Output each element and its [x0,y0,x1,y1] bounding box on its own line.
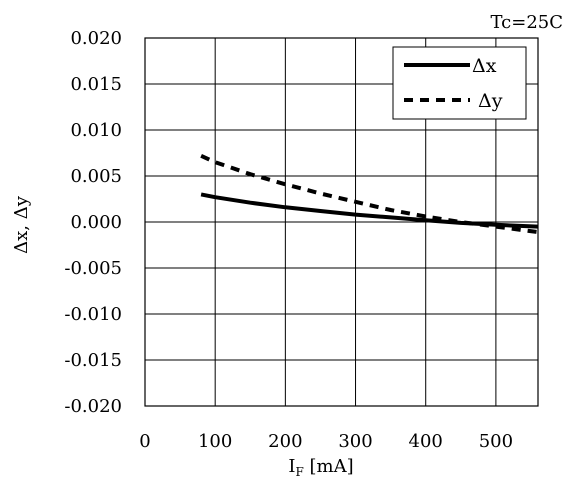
x-tick-label: 500 [479,431,513,452]
x-tick-labels: 0 100 200 300 400 500 [139,431,513,452]
x-axis-label-rest: [mA] [304,456,354,477]
legend-label-dy: Δy [478,90,503,112]
y-tick-label: -0.020 [64,396,122,417]
legend-label-dx: Δx [472,55,497,77]
y-tick-label: 0.020 [70,28,122,49]
x-tick-label: 0 [139,431,150,452]
series-layer [200,153,539,235]
plot-frame [144,37,539,407]
y-tick-labels: 0.020 0.015 0.010 0.005 0.000 -0.005 -0.010 -0.… [64,28,122,417]
annotation: Tc=25C [491,12,563,33]
x-tick-label: 400 [409,431,443,452]
y-tick-label: 0.015 [70,74,122,95]
x-axis-label: IF [mA] [288,456,353,479]
series-line-dy [200,153,539,235]
y-tick-label: 0.005 [70,166,122,187]
x-tick-label: 300 [338,431,372,452]
legend-box [392,46,527,120]
x-axis-label-sub: F [295,465,303,479]
y-tick-label: -0.005 [64,258,122,279]
x-axis-label-main: I [288,456,295,477]
y-axis-label: Δx, Δy [11,195,32,254]
x-tick-label: 200 [268,431,302,452]
y-tick-label: 0.000 [70,212,122,233]
grid [145,38,538,406]
y-tick-label: -0.015 [64,350,122,371]
y-tick-label: 0.010 [70,120,122,141]
y-tick-label: -0.010 [64,304,122,325]
x-tick-label: 100 [198,431,232,452]
legend: Δx Δy [392,46,527,120]
